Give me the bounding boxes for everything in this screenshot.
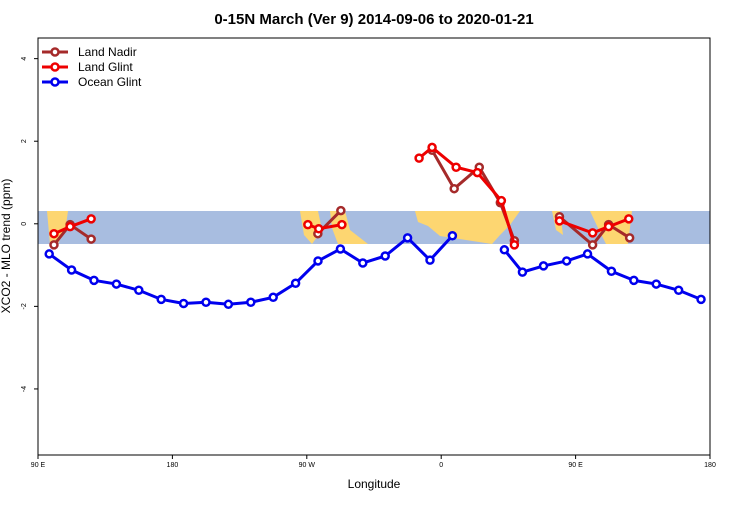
point: [335, 244, 346, 254]
point: [587, 228, 598, 238]
legend-marker: [50, 62, 60, 72]
point: [246, 297, 256, 307]
point: [313, 223, 324, 234]
point: [380, 251, 390, 261]
y-axis-label: XCO2 - MLO trend (ppm): [0, 179, 13, 314]
point: [472, 167, 483, 178]
point: [451, 162, 461, 172]
point: [268, 292, 278, 303]
point: [673, 285, 684, 296]
point: [603, 221, 614, 232]
point: [49, 228, 59, 239]
series-line: [48, 234, 702, 306]
point: [582, 249, 593, 259]
point: [86, 214, 96, 224]
point: [89, 275, 99, 286]
legend-label: Ocean Glint: [78, 75, 142, 89]
point: [499, 245, 510, 255]
land: [330, 211, 368, 244]
point: [449, 183, 459, 194]
point: [290, 278, 301, 288]
point: [402, 233, 413, 243]
point: [358, 258, 368, 268]
point: [651, 279, 661, 289]
legend-label: Land Nadir: [78, 45, 137, 59]
point: [111, 279, 122, 289]
x-tick-label: 90 W: [299, 462, 316, 469]
point: [538, 261, 549, 271]
point: [496, 195, 507, 206]
x-axis-label: Longitude: [348, 477, 401, 491]
point: [134, 285, 144, 296]
point: [313, 256, 323, 266]
y-tick-label: 2: [21, 139, 28, 143]
point: [447, 231, 458, 241]
x-tick-label: 180: [167, 462, 179, 469]
point: [86, 234, 96, 244]
point: [427, 142, 437, 153]
point: [65, 221, 75, 232]
point: [336, 205, 346, 216]
point: [66, 265, 77, 275]
point: [629, 275, 639, 286]
y-tick-label: -2: [21, 303, 28, 309]
y-tick-label: 0: [21, 222, 28, 226]
point: [44, 249, 54, 259]
x-tick-label: 0: [439, 462, 443, 469]
point: [606, 266, 617, 277]
point: [201, 297, 211, 307]
x-tick-label: 180: [704, 462, 716, 469]
point: [624, 233, 635, 243]
point: [517, 267, 528, 277]
point: [414, 153, 424, 163]
point: [303, 219, 313, 230]
point: [156, 294, 166, 305]
x-tick-label: 90 E: [568, 462, 583, 469]
legend-marker: [50, 47, 60, 57]
y-tick-label: -4: [21, 386, 28, 392]
point: [587, 240, 598, 250]
point: [425, 255, 435, 265]
point: [223, 299, 234, 310]
plot-frame: [37, 37, 711, 456]
point: [696, 294, 706, 305]
point: [509, 240, 520, 250]
land: [415, 211, 520, 244]
chart-title: 0-15N March (Ver 9) 2014-09-06 to 2020-0…: [214, 11, 533, 28]
x-tick-label: 90 E: [31, 462, 46, 469]
point: [561, 256, 572, 266]
legend-marker: [50, 77, 60, 87]
legend-label: Land Glint: [78, 60, 133, 74]
point: [49, 240, 59, 250]
y-tick-label: 4: [21, 57, 28, 61]
point: [178, 298, 189, 309]
point: [337, 219, 347, 230]
point: [554, 216, 565, 226]
point: [624, 214, 634, 224]
